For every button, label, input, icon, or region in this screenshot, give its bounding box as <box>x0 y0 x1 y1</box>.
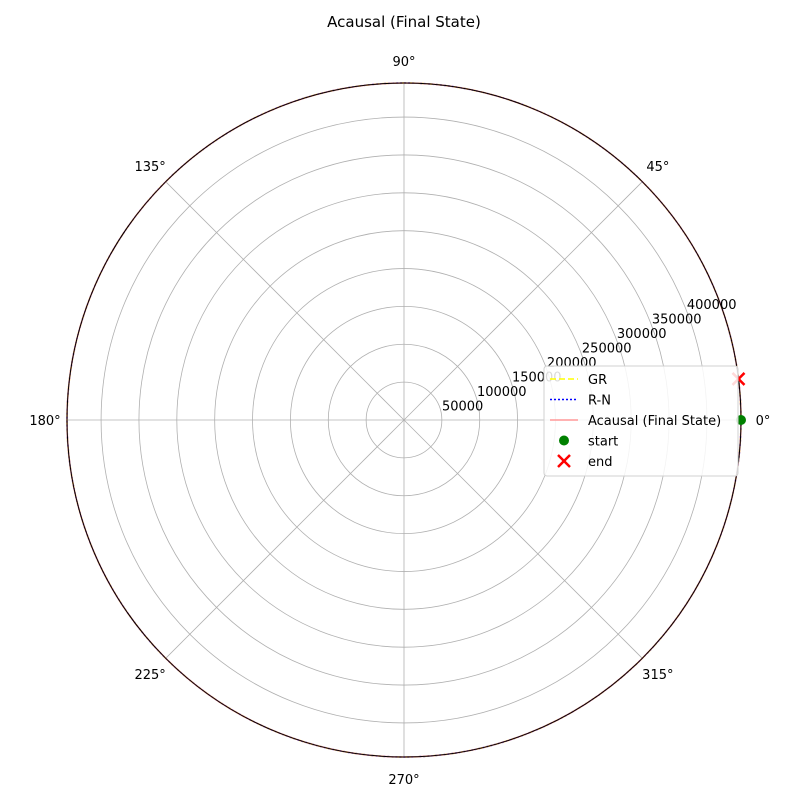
angle-tick-label: 180° <box>29 414 60 429</box>
legend-label: end <box>588 455 613 470</box>
legend-label: start <box>588 435 618 450</box>
legend-label: GR <box>588 373 607 388</box>
radial-tick-label: 100000 <box>477 385 527 400</box>
radial-tick-label: 350000 <box>652 313 702 328</box>
legend: GR R-N Acausal (Final State) start end <box>543 365 739 477</box>
legend-label: R-N <box>588 394 611 409</box>
legend-entry: GR <box>550 373 607 388</box>
chart-title: Acausal (Final State) <box>327 13 481 31</box>
angular-gridline-7 <box>403 419 643 659</box>
angle-tick-label: 135° <box>134 160 165 175</box>
angle-tick-label: 0° <box>756 414 771 429</box>
angular-gridline-5 <box>165 419 405 659</box>
angle-tick-labels: 0° 45° 90° 135° 180° 225° 270° 315° <box>29 55 770 788</box>
legend-entry: end <box>557 454 613 470</box>
radial-tick-label: 300000 <box>617 327 667 342</box>
angle-tick-label: 90° <box>392 55 415 70</box>
legend-box <box>543 365 739 477</box>
angular-gridline-3 <box>165 181 405 421</box>
legend-label: Acausal (Final State) <box>588 414 721 429</box>
legend-entry: Acausal (Final State) <box>550 414 721 429</box>
angle-tick-label: 270° <box>388 773 419 788</box>
radial-tick-label: 250000 <box>582 342 632 357</box>
angle-tick-label: 45° <box>646 160 669 175</box>
legend-entry: R-N <box>550 394 611 409</box>
angular-gridline-1 <box>403 181 643 421</box>
angle-tick-label: 225° <box>134 668 165 683</box>
legend-entry: start <box>559 435 618 450</box>
angle-tick-label: 315° <box>642 668 673 683</box>
radial-tick-label: 400000 <box>687 298 737 313</box>
radial-tick-label: 50000 <box>442 400 483 415</box>
